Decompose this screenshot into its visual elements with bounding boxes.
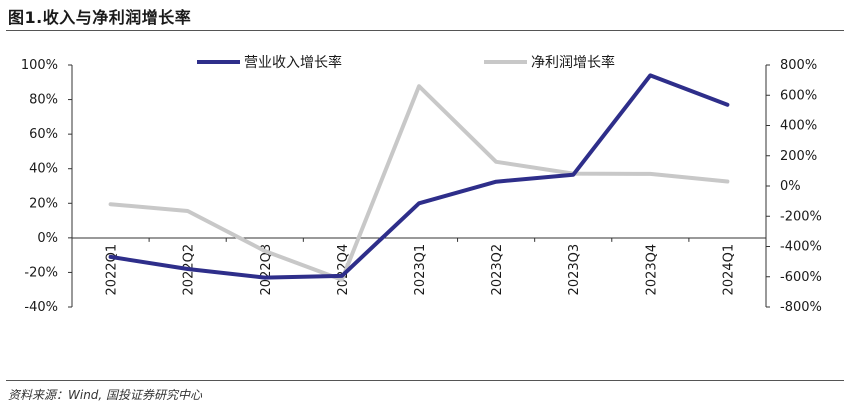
profit-growth-line bbox=[108, 84, 730, 282]
left-tick-label: 40% bbox=[29, 162, 58, 177]
right-tick-label: 200% bbox=[780, 149, 817, 164]
x-tick-label: 2023Q1 bbox=[413, 244, 428, 296]
right-tick-label: -400% bbox=[780, 240, 822, 255]
x-tick-label: 2022Q4 bbox=[336, 244, 351, 296]
right-tick-label: -200% bbox=[780, 209, 822, 224]
x-tick-label: 2023Q3 bbox=[567, 244, 582, 296]
left-tick-label: 80% bbox=[29, 93, 58, 108]
left-tick-label: -40% bbox=[24, 300, 58, 315]
x-tick-label: 2022Q1 bbox=[105, 244, 120, 296]
legend-revenue-label: 营业收入增长率 bbox=[244, 54, 342, 71]
right-axis-ticks: -800% -600% -400% -200% 0% 200% 400% 600% 800% bbox=[766, 58, 822, 315]
right-tick-label: 800% bbox=[780, 58, 817, 73]
source-divider bbox=[6, 380, 844, 381]
series-lines bbox=[108, 73, 730, 282]
figure-title: 图1.收入与净利润增长率 bbox=[8, 8, 192, 27]
left-tick-label: -20% bbox=[24, 265, 58, 280]
legend: 营业收入增长率 净利润增长率 bbox=[197, 54, 615, 71]
x-axis-ticks: 2022Q1 2022Q2 2022Q3 2022Q4 2023Q1 2023Q2 2023… bbox=[71, 237, 767, 296]
left-tick-label: 0% bbox=[37, 231, 58, 246]
left-tick-label: 100% bbox=[21, 58, 58, 73]
legend-profit-label: 净利润增长率 bbox=[531, 54, 615, 71]
x-tick-label: 2024Q1 bbox=[721, 244, 736, 296]
x-tick-label: 2023Q2 bbox=[490, 244, 505, 296]
right-tick-label: 400% bbox=[780, 119, 817, 134]
left-tick-label: 20% bbox=[29, 196, 58, 211]
x-tick-label: 2023Q4 bbox=[644, 244, 659, 296]
right-tick-label: 0% bbox=[780, 179, 801, 194]
left-axis-ticks: -40% -20% 0% 20% 40% 60% 80% 100% bbox=[21, 58, 72, 315]
title-divider bbox=[6, 30, 844, 31]
revenue-growth-line bbox=[108, 73, 730, 280]
right-tick-label: 600% bbox=[780, 88, 817, 103]
x-tick-label: 2022Q3 bbox=[259, 244, 274, 296]
right-tick-label: -800% bbox=[780, 300, 822, 315]
right-tick-label: -600% bbox=[780, 270, 822, 285]
source-note: 资料来源：Wind, 国投证券研究中心 bbox=[8, 388, 203, 402]
plot-area: -40% -20% 0% 20% 40% 60% 80% 100% -800% -600% -40… bbox=[21, 54, 822, 315]
left-tick-label: 60% bbox=[29, 127, 58, 142]
